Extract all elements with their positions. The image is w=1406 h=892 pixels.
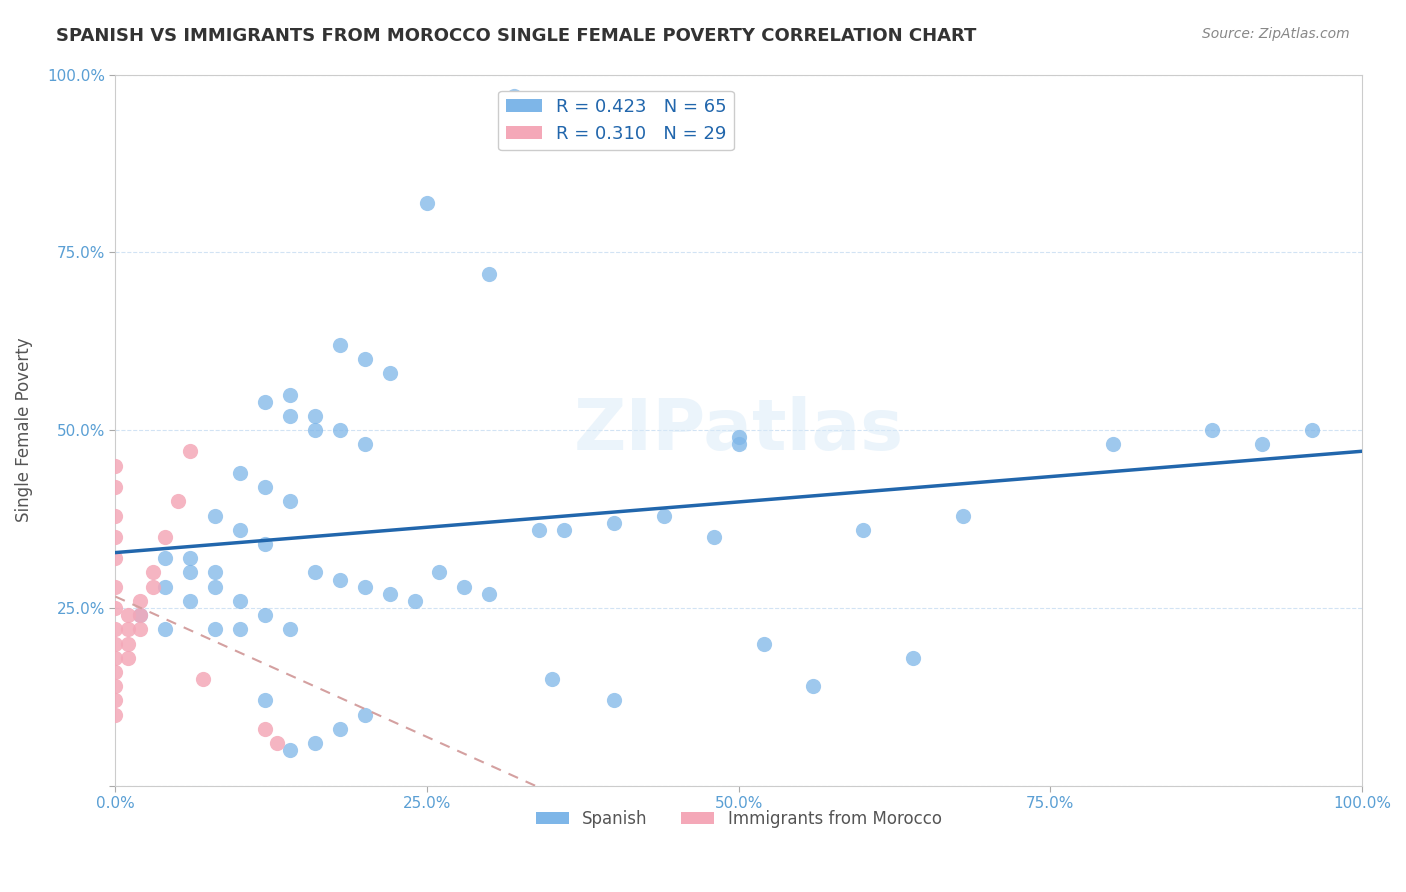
- Point: [652, 508, 675, 523]
- Point: [117, 636, 139, 650]
- Point: [204, 580, 226, 594]
- Point: [727, 437, 749, 451]
- Point: [179, 594, 201, 608]
- Point: [117, 608, 139, 623]
- Point: [129, 623, 152, 637]
- Point: [416, 195, 439, 210]
- Point: [329, 573, 352, 587]
- Point: [179, 566, 201, 580]
- Point: [104, 665, 127, 679]
- Point: [104, 551, 127, 566]
- Point: [378, 587, 401, 601]
- Point: [253, 722, 276, 736]
- Point: [304, 423, 326, 437]
- Point: [378, 366, 401, 380]
- Point: [253, 480, 276, 494]
- Point: [204, 623, 226, 637]
- Point: [603, 516, 626, 530]
- Point: [278, 623, 301, 637]
- Point: [153, 580, 176, 594]
- Point: [478, 267, 501, 281]
- Text: Source: ZipAtlas.com: Source: ZipAtlas.com: [1202, 27, 1350, 41]
- Point: [1201, 423, 1223, 437]
- Point: [253, 394, 276, 409]
- Point: [104, 623, 127, 637]
- Point: [104, 458, 127, 473]
- Point: [229, 623, 252, 637]
- Point: [253, 608, 276, 623]
- Point: [278, 743, 301, 757]
- Point: [1301, 423, 1323, 437]
- Point: [129, 608, 152, 623]
- Point: [104, 580, 127, 594]
- Point: [204, 508, 226, 523]
- Point: [153, 530, 176, 544]
- Point: [353, 351, 375, 366]
- Point: [129, 594, 152, 608]
- Point: [478, 587, 501, 601]
- Text: ZIPatlas: ZIPatlas: [574, 396, 904, 465]
- Point: [104, 679, 127, 693]
- Point: [104, 530, 127, 544]
- Point: [153, 623, 176, 637]
- Point: [453, 580, 475, 594]
- Point: [117, 650, 139, 665]
- Point: [253, 537, 276, 551]
- Point: [104, 601, 127, 615]
- Point: [278, 409, 301, 423]
- Point: [329, 722, 352, 736]
- Point: [204, 566, 226, 580]
- Point: [104, 650, 127, 665]
- Point: [353, 707, 375, 722]
- Point: [179, 551, 201, 566]
- Point: [803, 679, 825, 693]
- Point: [752, 636, 775, 650]
- Point: [117, 623, 139, 637]
- Point: [1251, 437, 1274, 451]
- Point: [1101, 437, 1123, 451]
- Point: [703, 530, 725, 544]
- Point: [278, 387, 301, 401]
- Point: [153, 551, 176, 566]
- Point: [852, 523, 875, 537]
- Point: [304, 736, 326, 750]
- Point: [429, 566, 451, 580]
- Point: [104, 636, 127, 650]
- Point: [129, 608, 152, 623]
- Point: [727, 430, 749, 444]
- Point: [503, 117, 526, 131]
- Point: [901, 650, 924, 665]
- Point: [166, 494, 188, 508]
- Point: [952, 508, 974, 523]
- Point: [253, 693, 276, 707]
- Point: [603, 693, 626, 707]
- Point: [191, 672, 214, 686]
- Point: [104, 707, 127, 722]
- Point: [142, 580, 165, 594]
- Point: [329, 338, 352, 352]
- Point: [229, 466, 252, 480]
- Y-axis label: Single Female Poverty: Single Female Poverty: [15, 338, 32, 523]
- Point: [353, 580, 375, 594]
- Point: [553, 523, 575, 537]
- Point: [404, 594, 426, 608]
- Point: [304, 409, 326, 423]
- Point: [104, 480, 127, 494]
- Point: [266, 736, 288, 750]
- Point: [329, 423, 352, 437]
- Point: [104, 693, 127, 707]
- Point: [104, 508, 127, 523]
- Point: [229, 523, 252, 537]
- Point: [179, 444, 201, 458]
- Point: [304, 566, 326, 580]
- Point: [503, 88, 526, 103]
- Legend: Spanish, Immigrants from Morocco: Spanish, Immigrants from Morocco: [529, 803, 949, 834]
- Text: SPANISH VS IMMIGRANTS FROM MOROCCO SINGLE FEMALE POVERTY CORRELATION CHART: SPANISH VS IMMIGRANTS FROM MOROCCO SINGL…: [56, 27, 977, 45]
- Point: [278, 494, 301, 508]
- Point: [540, 672, 562, 686]
- Point: [229, 594, 252, 608]
- Point: [353, 437, 375, 451]
- Point: [527, 523, 550, 537]
- Point: [142, 566, 165, 580]
